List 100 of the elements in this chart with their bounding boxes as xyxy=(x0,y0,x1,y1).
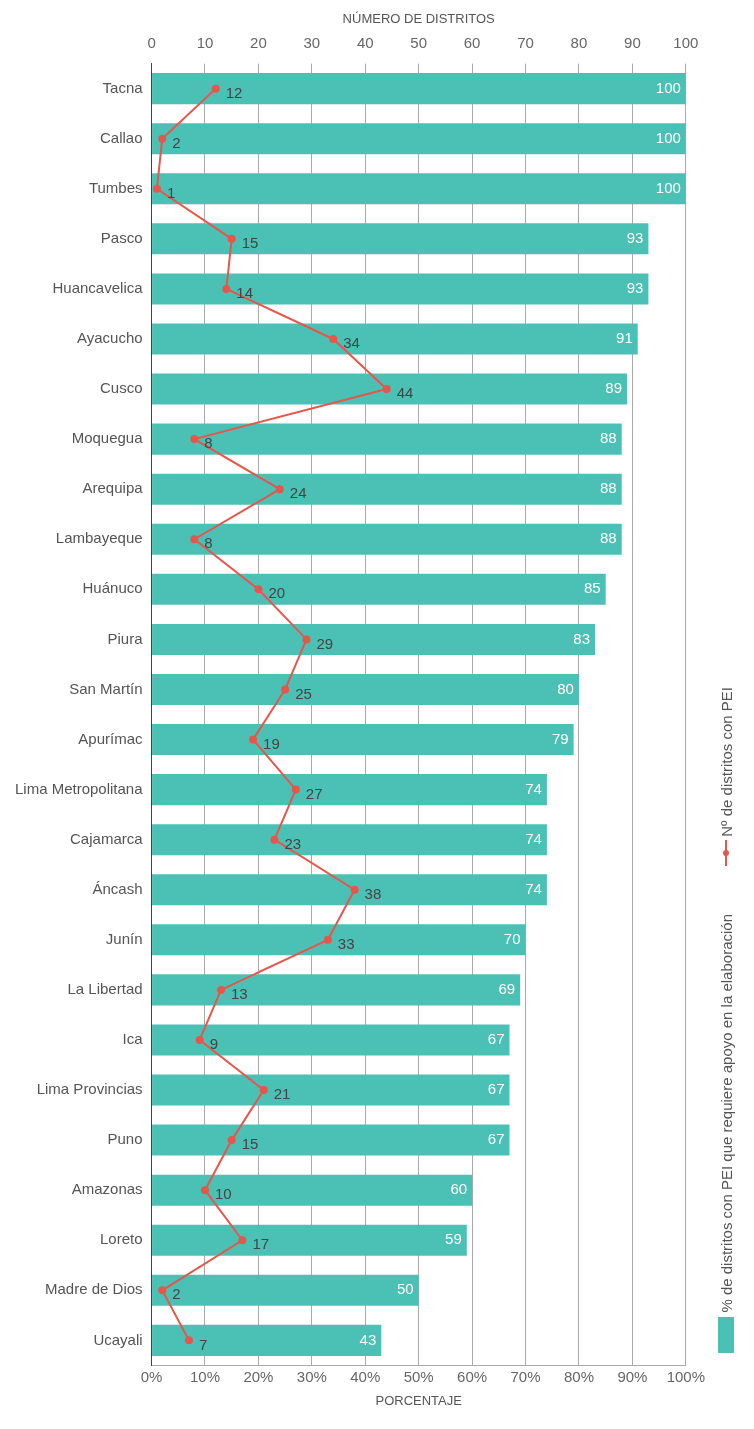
bar xyxy=(152,1124,510,1156)
bar xyxy=(152,573,606,605)
x-axis-title: PORCENTAJE xyxy=(375,1392,463,1408)
bar xyxy=(152,473,622,505)
point xyxy=(249,735,258,744)
y-tick-label: Tacna xyxy=(102,78,144,96)
y-tick-label: Pasco xyxy=(100,228,143,246)
point xyxy=(291,785,300,794)
data-label: 8 xyxy=(204,534,213,552)
point xyxy=(350,885,359,894)
point xyxy=(323,935,332,944)
point xyxy=(158,1286,167,1295)
point xyxy=(259,1086,268,1095)
y-tick-label: Cusco xyxy=(100,379,143,397)
bar xyxy=(152,724,574,756)
x2-tick-label: 40 xyxy=(356,33,374,51)
data-label: 7 xyxy=(198,1335,208,1353)
point xyxy=(190,435,199,444)
data-label: 17 xyxy=(252,1235,270,1253)
data-label: 79 xyxy=(551,729,569,747)
data-label: 2 xyxy=(172,1285,181,1303)
data-label: 67 xyxy=(487,1080,505,1098)
y-tick-label: Lima Metropolitana xyxy=(14,779,144,797)
x-tick-label: 10% xyxy=(189,1367,221,1385)
data-label: 59 xyxy=(445,1230,462,1248)
y-tick-label: Cajamarca xyxy=(70,829,144,847)
data-label: 69 xyxy=(498,980,516,998)
bar xyxy=(152,523,622,555)
bar xyxy=(152,774,547,806)
bar xyxy=(152,223,649,255)
point xyxy=(152,184,161,193)
data-label: 88 xyxy=(600,529,617,547)
bar xyxy=(152,123,686,155)
data-label: 29 xyxy=(316,634,334,652)
y-tick-label: Lambayeque xyxy=(55,529,143,547)
bar xyxy=(152,423,622,455)
y-tick-label: Junín xyxy=(105,929,143,947)
data-label: 21 xyxy=(273,1085,291,1103)
x-tick-label: 60% xyxy=(457,1367,488,1385)
x-tick-label: 40% xyxy=(350,1367,381,1385)
y-tick-label: Lima Provincias xyxy=(36,1080,143,1098)
bar xyxy=(152,73,686,105)
x-tick-label: 50% xyxy=(403,1367,434,1385)
y-tick-label: Áncash xyxy=(92,879,143,897)
x-tick-label: 30% xyxy=(296,1367,327,1385)
y-tick-label: Tumbes xyxy=(88,178,143,196)
data-label: 88 xyxy=(600,479,617,497)
bar xyxy=(152,1024,510,1056)
data-label: 60 xyxy=(450,1180,468,1198)
x2-tick-label: 100 xyxy=(673,33,699,51)
text: % de distritos con PEI que requiere apoyo en la elaboración xyxy=(717,914,735,1313)
data-label: 80 xyxy=(557,679,574,697)
x2-tick-label: 30 xyxy=(303,33,321,51)
data-label: 19 xyxy=(263,734,280,752)
data-label: 15 xyxy=(241,1135,259,1153)
data-label: 15 xyxy=(241,233,259,251)
bar xyxy=(152,1074,510,1106)
bar xyxy=(152,824,547,856)
point xyxy=(254,585,263,594)
y-tick-label: Huánuco xyxy=(82,579,143,597)
y-tick-label: Madre de Dios xyxy=(45,1280,143,1298)
bar xyxy=(152,273,649,305)
data-label: 1 xyxy=(166,183,176,201)
bar xyxy=(152,974,521,1006)
data-label: 93 xyxy=(626,228,644,246)
bar xyxy=(152,673,579,705)
x-tick-label: 80% xyxy=(563,1367,594,1385)
data-label: 14 xyxy=(236,284,254,302)
data-label: 34 xyxy=(343,334,360,352)
point xyxy=(184,1336,193,1345)
data-label: 50 xyxy=(397,1280,414,1298)
y-tick-label: La Libertad xyxy=(67,980,143,998)
point xyxy=(275,485,284,494)
x2-tick-label: 70 xyxy=(517,33,534,51)
data-label: 10 xyxy=(214,1185,232,1203)
data-label: 70 xyxy=(503,929,521,947)
bar xyxy=(152,1274,419,1306)
data-label: 23 xyxy=(284,834,302,852)
point xyxy=(382,385,391,394)
bar xyxy=(152,924,526,956)
point xyxy=(302,635,311,644)
data-label: 74 xyxy=(525,829,542,847)
x2-tick-label: 0 xyxy=(147,33,156,51)
point xyxy=(227,1136,236,1145)
data-label: 93 xyxy=(626,279,644,297)
bar xyxy=(152,1174,473,1206)
x-tick-label: 70% xyxy=(510,1367,541,1385)
data-label: 2 xyxy=(172,133,181,151)
data-label: 83 xyxy=(573,629,590,647)
x2-tick-label: 50 xyxy=(410,33,428,51)
y-tick-label: Amazonas xyxy=(71,1180,143,1198)
point xyxy=(195,1035,204,1044)
bar xyxy=(152,173,686,205)
x2-tick-label: 80 xyxy=(570,33,588,51)
data-label: 12 xyxy=(225,83,243,101)
x-tick-label: 90% xyxy=(617,1367,648,1385)
x-tick-label: 20% xyxy=(243,1367,274,1385)
y-tick-label: Arequipa xyxy=(82,479,144,497)
data-label: 91 xyxy=(616,329,633,347)
data-label: 100 xyxy=(655,178,681,196)
